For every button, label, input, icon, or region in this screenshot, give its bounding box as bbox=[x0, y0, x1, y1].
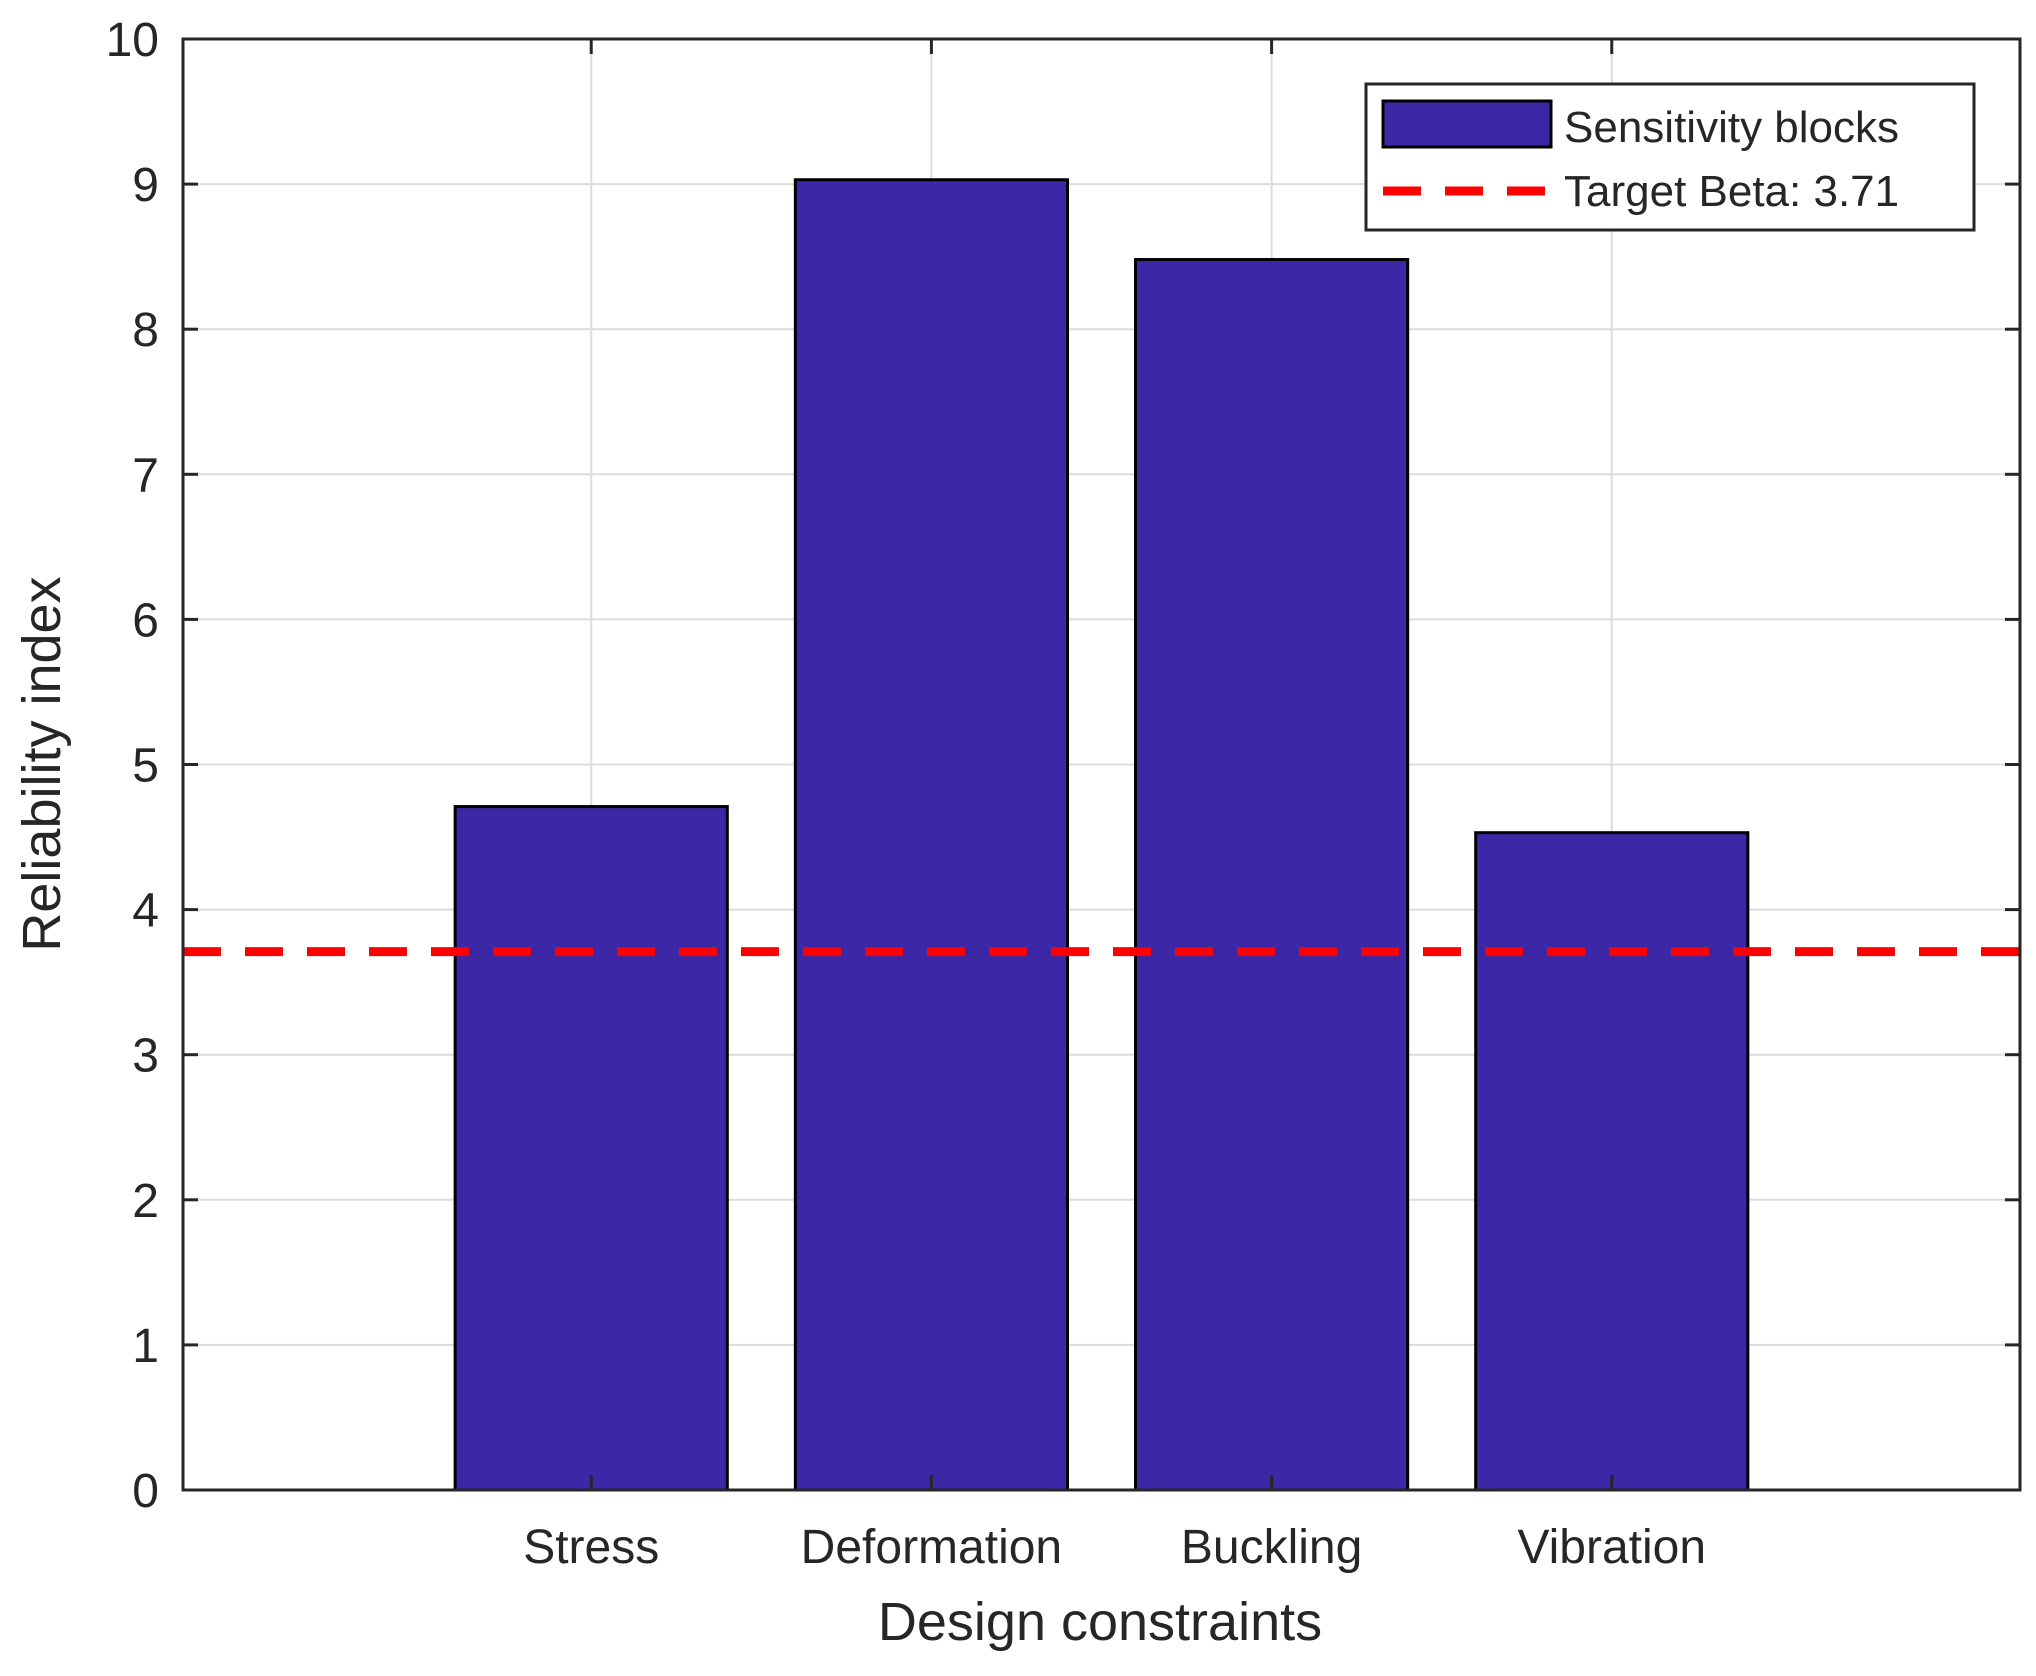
axes bbox=[181, 37, 2022, 1492]
y-tick-label: 8 bbox=[132, 304, 159, 357]
x-axis-label: Design constraints bbox=[878, 1592, 1322, 1652]
y-tick-label: 6 bbox=[132, 594, 159, 647]
bars bbox=[453, 178, 1750, 1492]
plot-frame bbox=[181, 37, 2022, 1492]
legend-bar-swatch bbox=[1381, 99, 1553, 149]
x-tick-label: Stress bbox=[523, 1521, 659, 1574]
y-tick-label: 5 bbox=[132, 740, 159, 793]
legend: Sensitivity blocks Target Beta: 3.71 bbox=[1364, 82, 1976, 232]
tick-labels: 0 1 2 3 4 5 6 7 8 9 10 Stress Deformation Buckling Vib… bbox=[106, 14, 1706, 1574]
y-tick-label: 4 bbox=[132, 885, 159, 938]
x-tick-label: Deformation bbox=[801, 1521, 1062, 1574]
y-tick-label: 3 bbox=[132, 1030, 159, 1083]
y-tick-label: 0 bbox=[132, 1465, 159, 1518]
y-tick-label: 7 bbox=[132, 449, 159, 502]
y-tick-label: 2 bbox=[132, 1175, 159, 1228]
legend-line-label: Target Beta: 3.71 bbox=[1564, 167, 1899, 216]
y-tick-label: 10 bbox=[106, 14, 159, 67]
y-axis-label: Reliability index bbox=[12, 576, 72, 951]
y-tick-label: 1 bbox=[132, 1320, 159, 1373]
bar-buckling bbox=[1134, 258, 1410, 1492]
bar-vibration bbox=[1474, 831, 1750, 1492]
legend-bar-label: Sensitivity blocks bbox=[1564, 103, 1899, 152]
y-tick-label: 9 bbox=[132, 159, 159, 212]
bar-stress bbox=[453, 805, 729, 1492]
bar-deformation bbox=[793, 178, 1069, 1492]
x-tick-label: Buckling bbox=[1181, 1521, 1362, 1574]
x-tick-label: Vibration bbox=[1517, 1521, 1706, 1574]
